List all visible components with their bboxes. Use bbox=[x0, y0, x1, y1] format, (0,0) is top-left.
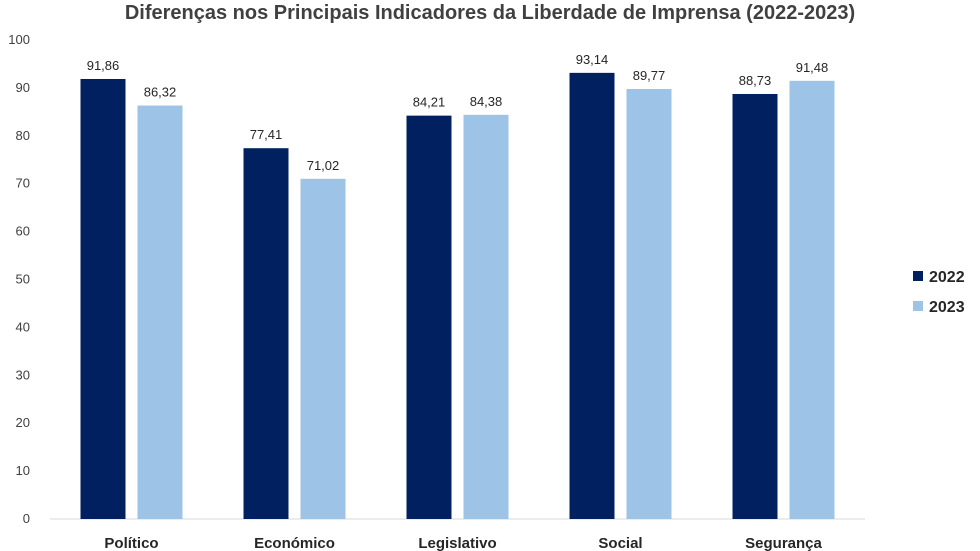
legend-label-2023: 2023 bbox=[929, 299, 965, 316]
data-label-2022: 93,14 bbox=[576, 52, 609, 67]
bar-2022 bbox=[243, 148, 289, 519]
category-label: Segurança bbox=[745, 535, 822, 551]
y-tick-label: 100 bbox=[8, 32, 30, 47]
data-labels-group: 91,86 86,32 77,41 71,02 84,21 84,38 93,14 89,77… bbox=[87, 52, 829, 173]
bar-2022 bbox=[732, 93, 778, 519]
data-label-2022: 88,73 bbox=[739, 73, 772, 88]
bar-2023 bbox=[300, 178, 346, 519]
data-label-2022: 77,41 bbox=[250, 127, 283, 142]
y-tick-label: 90 bbox=[16, 80, 30, 95]
bar-2022 bbox=[406, 115, 452, 520]
data-label-2023: 86,32 bbox=[144, 85, 177, 100]
bar-2022 bbox=[569, 72, 615, 519]
legend-label-2022: 2022 bbox=[929, 269, 965, 286]
data-label-2023: 91,48 bbox=[796, 60, 829, 75]
data-label-2023: 71,02 bbox=[307, 158, 340, 173]
y-tick-label: 50 bbox=[16, 272, 30, 287]
legend-swatch-2023 bbox=[913, 301, 923, 311]
bar-2023 bbox=[137, 105, 183, 520]
category-labels-group: Político Económico Legislativo Social Segura… bbox=[104, 535, 822, 551]
category-label: Social bbox=[598, 535, 642, 551]
data-label-2023: 89,77 bbox=[633, 68, 666, 83]
data-label-2023: 84,38 bbox=[470, 94, 503, 109]
data-label-2022: 91,86 bbox=[87, 58, 120, 73]
legend: 2022 2023 bbox=[913, 269, 965, 316]
y-tick-label: 40 bbox=[16, 319, 30, 334]
y-tick-label: 0 bbox=[23, 511, 30, 526]
category-label: Legislativo bbox=[418, 535, 496, 551]
category-label: Económico bbox=[254, 535, 335, 551]
bar-2023 bbox=[626, 89, 672, 519]
bars-group bbox=[80, 72, 835, 520]
legend-swatch-2022 bbox=[913, 271, 923, 281]
bar-2022 bbox=[80, 78, 126, 519]
y-tick-label: 70 bbox=[16, 176, 30, 191]
bar-2023 bbox=[463, 114, 509, 520]
data-label-2022: 84,21 bbox=[413, 95, 446, 110]
category-label: Político bbox=[104, 535, 158, 551]
y-tick-label: 20 bbox=[16, 415, 30, 430]
y-tick-label: 80 bbox=[16, 128, 30, 143]
chart-title: Diferenças nos Principais Indicadores da… bbox=[124, 2, 856, 24]
y-tick-label: 10 bbox=[16, 463, 30, 478]
y-tick-label: 30 bbox=[16, 367, 30, 382]
bar-2023 bbox=[789, 80, 835, 520]
y-tick-label: 60 bbox=[16, 224, 30, 239]
y-axis-ticks: 0 10 20 30 40 50 60 70 80 90 100 bbox=[8, 32, 30, 526]
